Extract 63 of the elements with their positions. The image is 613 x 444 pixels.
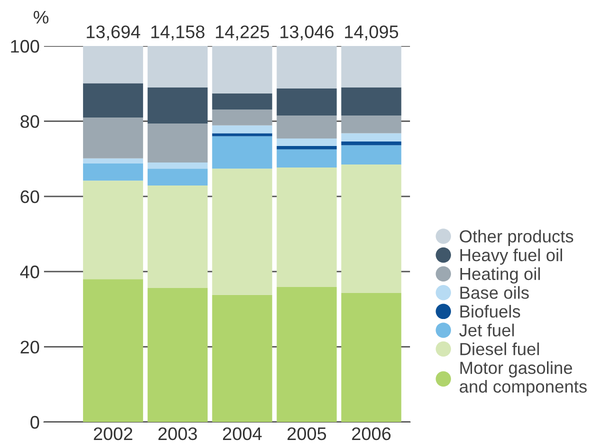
y-tick-label: 20 [20, 340, 40, 354]
bar [341, 116, 402, 134]
bar [341, 293, 402, 422]
bar [148, 87, 208, 124]
legend-label: Heavy fuel oil [460, 248, 562, 265]
y-tick-label: 0 [30, 416, 40, 429]
bar [212, 133, 272, 136]
bar [212, 46, 272, 94]
bar [83, 279, 144, 422]
bar [212, 168, 272, 295]
bar [148, 288, 208, 422]
annotation: 13,046 [280, 25, 334, 40]
bar [276, 146, 337, 150]
legend-label: Diesel fuel [460, 342, 539, 356]
x-tick-label: 2004 [222, 427, 262, 440]
y-tick-label: 60 [20, 190, 40, 204]
legend-label: Motor gasoline and components [460, 361, 587, 396]
bar [276, 287, 337, 422]
bar [212, 125, 272, 134]
legend-label: Biofuels [460, 304, 520, 318]
bar [276, 167, 337, 288]
bar [276, 88, 337, 116]
bar [212, 136, 272, 169]
bar [341, 145, 402, 164]
bar [148, 46, 208, 88]
bar [276, 46, 337, 88]
bar [83, 163, 144, 181]
y-tick-label: 40 [20, 266, 40, 278]
y-tick-label: 100 [11, 40, 40, 53]
bar [148, 123, 208, 163]
legend-label: Base oils [460, 286, 529, 299]
bar [212, 110, 272, 126]
annotation: 14,225 [216, 25, 270, 40]
y-tick-label: 80 [20, 115, 40, 128]
x-tick-label: 2006 [352, 427, 391, 440]
legend-label: Other products [460, 230, 574, 246]
y-axis-title: % [34, 10, 48, 24]
bar [276, 149, 337, 168]
bar [83, 46, 144, 84]
bar [148, 168, 208, 186]
bar [341, 164, 402, 294]
bar [341, 142, 402, 146]
bar [148, 162, 208, 169]
bar [83, 117, 144, 158]
annotation: 14,095 [345, 25, 398, 40]
annotation: 13,694 [86, 25, 140, 40]
bar [212, 93, 272, 110]
bar [341, 87, 402, 116]
bar [83, 158, 144, 164]
legend-label: Heating oil [460, 267, 540, 284]
bar [341, 133, 402, 142]
x-tick-label: 2002 [94, 427, 132, 440]
bar [212, 294, 272, 422]
legend-label: Jet fuel [459, 324, 514, 336]
bar [83, 83, 144, 118]
bar [83, 180, 144, 280]
x-tick-label: 2003 [158, 427, 197, 440]
bar [341, 46, 402, 88]
x-tick-label: 2005 [288, 427, 326, 440]
bar [276, 138, 337, 146]
bar [148, 185, 208, 288]
bar [276, 116, 337, 138]
annotation: 14,158 [151, 25, 204, 40]
